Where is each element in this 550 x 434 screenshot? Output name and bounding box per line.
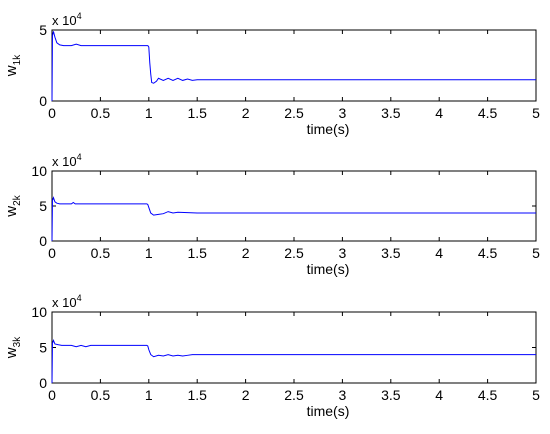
series-line <box>51 196 536 242</box>
x-axis-title: time(s) <box>307 403 350 419</box>
y-axis-title-main: w <box>3 347 20 359</box>
x-tick-label: 1.5 <box>187 245 207 261</box>
y-tick-label: 10 <box>31 304 47 320</box>
y-exponent-base: x 10 <box>52 154 77 169</box>
x-tick-label: 2 <box>242 105 250 121</box>
x-tick-label: 4.5 <box>478 245 498 261</box>
axes-box <box>51 29 537 102</box>
x-tick-label: 3 <box>339 105 347 121</box>
x-tick-label: 5 <box>532 245 540 261</box>
x-tick-label: 5 <box>532 105 540 121</box>
x-tick-label: 1 <box>145 387 153 403</box>
x-tick-label: 0 <box>48 387 56 403</box>
x-tick-label: 4.5 <box>478 105 498 121</box>
axes-box <box>51 170 537 242</box>
y-exponent-power: 4 <box>77 152 82 162</box>
y-axis-title-subscript: 2k <box>12 194 23 206</box>
y-tick-label: 10 <box>31 163 47 179</box>
x-tick-label: 4 <box>435 245 443 261</box>
x-tick-label: 1.5 <box>187 387 207 403</box>
series-line <box>51 338 536 384</box>
x-tick-label: 0.5 <box>91 105 111 121</box>
x-tick-label: 5 <box>532 387 540 403</box>
x-tick-label: 4.5 <box>478 387 498 403</box>
series-line <box>51 31 536 102</box>
y-axis-title: w3k <box>3 336 23 359</box>
y-exponent-label: x 104 <box>52 152 82 169</box>
x-tick-label: 3 <box>339 387 347 403</box>
x-tick-label: 1 <box>145 245 153 261</box>
y-tick-label: 5 <box>39 340 47 356</box>
x-tick-label: 1.5 <box>187 105 207 121</box>
y-tick-label: 5 <box>39 22 47 38</box>
y-tick-label: 0 <box>39 375 47 391</box>
y-exponent-power: 4 <box>77 11 82 21</box>
x-axis-title: time(s) <box>307 261 350 277</box>
x-tick-label: 3.5 <box>381 387 401 403</box>
y-exponent-label: x 104 <box>52 293 82 310</box>
x-tick-label: 3 <box>339 245 347 261</box>
x-tick-label: 2 <box>242 245 250 261</box>
x-tick-label: 0.5 <box>91 245 111 261</box>
x-tick-label: 0 <box>48 105 56 121</box>
y-tick-label: 5 <box>39 198 47 214</box>
y-tick-label: 0 <box>39 93 47 109</box>
x-tick-label: 2.5 <box>284 105 304 121</box>
x-tick-label: 0.5 <box>91 387 111 403</box>
y-axis-title: w2k <box>3 194 23 217</box>
y-axis-title-subscript: 1k <box>12 54 23 66</box>
x-tick-label: 2 <box>242 387 250 403</box>
x-tick-label: 3.5 <box>381 245 401 261</box>
x-tick-label: 0 <box>48 245 56 261</box>
x-tick-label: 2.5 <box>284 245 304 261</box>
y-exponent-base: x 10 <box>52 13 77 28</box>
y-axis-title-main: w <box>3 206 20 218</box>
y-axis-title-main: w <box>3 65 20 77</box>
x-tick-label: 1 <box>145 105 153 121</box>
y-tick-label: 0 <box>39 233 47 249</box>
y-axis-title: w1k <box>3 54 23 77</box>
x-tick-label: 2.5 <box>284 387 304 403</box>
x-tick-label: 4 <box>435 105 443 121</box>
y-exponent-label: x 104 <box>52 11 82 28</box>
x-tick-label: 4 <box>435 387 443 403</box>
y-axis-title-subscript: 3k <box>12 336 23 348</box>
axes-box <box>51 311 537 384</box>
y-exponent-power: 4 <box>77 293 82 303</box>
x-axis-title: time(s) <box>307 121 350 137</box>
y-exponent-base: x 10 <box>52 295 77 310</box>
x-tick-label: 3.5 <box>381 105 401 121</box>
